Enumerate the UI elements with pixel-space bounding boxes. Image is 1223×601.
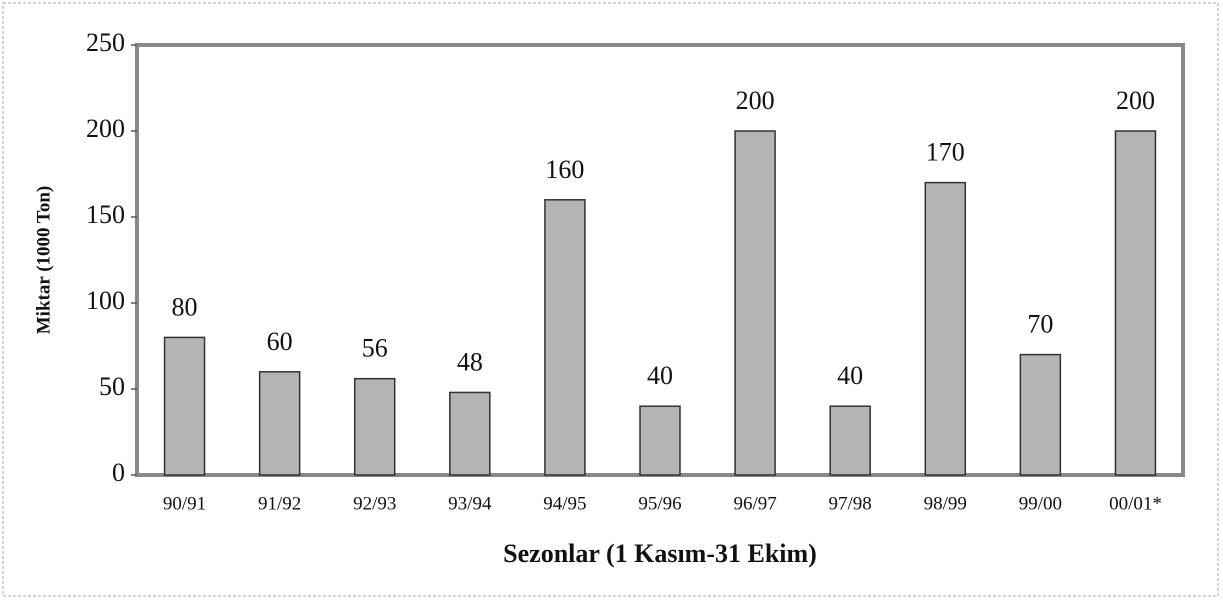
bar bbox=[1019, 353, 1062, 476]
x-tick-label: 99/00 bbox=[1019, 493, 1062, 514]
data-label: 160 bbox=[545, 155, 584, 184]
data-label: 40 bbox=[837, 361, 863, 390]
x-tick-label: 93/94 bbox=[448, 493, 492, 514]
y-tick-label: 200 bbox=[86, 114, 125, 143]
x-tick-label: 96/97 bbox=[733, 493, 776, 514]
y-tick-label: 100 bbox=[86, 286, 125, 315]
bar bbox=[924, 181, 967, 476]
x-tick-label: 94/95 bbox=[543, 493, 586, 514]
x-tick-label: 97/98 bbox=[829, 493, 872, 514]
data-label: 70 bbox=[1027, 310, 1053, 339]
bar bbox=[449, 391, 491, 476]
x-tick-label: 00/01* bbox=[1109, 493, 1162, 514]
x-tick-label: 90/91 bbox=[163, 493, 206, 514]
data-label: 170 bbox=[926, 138, 965, 167]
data-label: 200 bbox=[1116, 86, 1155, 115]
bar bbox=[734, 130, 776, 476]
x-axis-label: Sezonlar (1 Kasım-31 Ekim) bbox=[503, 539, 817, 568]
x-tick-label: 95/96 bbox=[638, 493, 681, 514]
y-tick-label: 50 bbox=[99, 372, 125, 401]
y-tick-label: 250 bbox=[86, 28, 125, 57]
data-label: 40 bbox=[647, 361, 673, 390]
data-label: 80 bbox=[172, 292, 198, 321]
data-label: 60 bbox=[267, 327, 293, 356]
bar bbox=[163, 336, 206, 476]
x-tick-label: 91/92 bbox=[258, 493, 301, 514]
data-label: 200 bbox=[736, 86, 775, 115]
y-tick-label: 0 bbox=[112, 458, 125, 487]
bar bbox=[829, 405, 871, 476]
data-label: 56 bbox=[362, 334, 388, 363]
x-tick-label: 92/93 bbox=[353, 493, 396, 514]
y-axis-label: Miktar (1000 Ton) bbox=[33, 186, 54, 335]
data-label: 48 bbox=[457, 347, 483, 376]
y-tick-label: 150 bbox=[86, 200, 125, 229]
bar bbox=[258, 371, 301, 476]
bar bbox=[353, 377, 396, 476]
bar bbox=[639, 405, 681, 476]
bar bbox=[1114, 130, 1157, 476]
x-tick-label: 98/99 bbox=[924, 493, 967, 514]
bar bbox=[544, 199, 586, 476]
